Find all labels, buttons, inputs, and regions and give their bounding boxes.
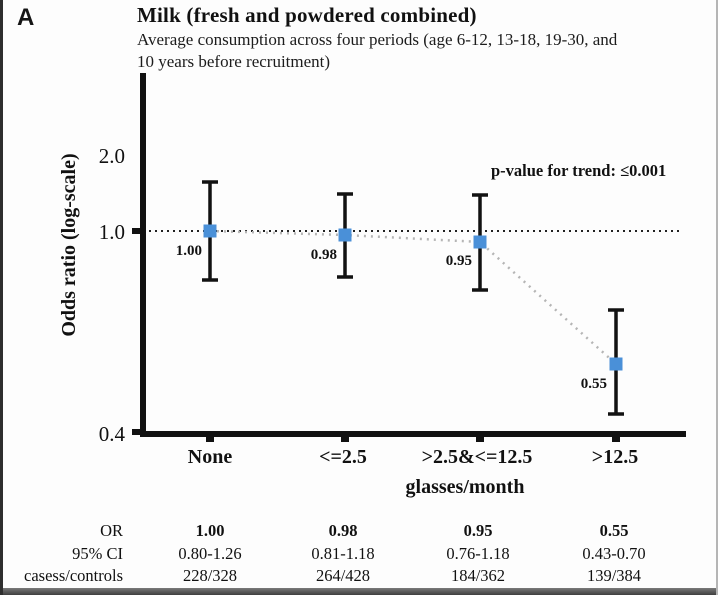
panel-letter: A xyxy=(17,4,35,31)
x-tick-le2.5 xyxy=(341,437,349,442)
x-category-none: None xyxy=(187,446,233,468)
y-tick-1.0 xyxy=(132,228,140,234)
x-category-gt12.5: >12.5 xyxy=(591,446,639,468)
chart-title: Milk (fresh and powdered combined) xyxy=(137,3,477,27)
table-cases-controls-value: 139/384 xyxy=(586,566,642,585)
table-or-value: 1.00 xyxy=(195,521,225,540)
data-point-marker-2.5to12.5 xyxy=(473,235,487,249)
table-or-value: 0.98 xyxy=(328,521,358,540)
point-label-le2.5: 0.98 xyxy=(311,247,337,263)
table-or-value: 0.95 xyxy=(463,521,493,540)
x-tick-gt12.5 xyxy=(612,437,620,442)
chart-subtitle-line2: 10 years before recruitment) xyxy=(137,52,331,71)
table-ci-value: 0.43-0.70 xyxy=(582,544,646,563)
table-row-label-cases-controls: casess/controls xyxy=(24,566,123,585)
x-axis-title: glasses/month xyxy=(405,476,525,498)
table-cases-controls-value: 184/362 xyxy=(450,566,506,585)
trend-connector-line xyxy=(209,229,617,365)
x-category-le2.5: <=2.5 xyxy=(319,446,367,468)
table-ci-value: 0.81-1.18 xyxy=(311,544,375,563)
y-tick-label-0.4: 0.4 xyxy=(99,422,126,446)
table-row-label-or: OR xyxy=(100,521,123,540)
table-cases-controls-value: 264/428 xyxy=(315,566,371,585)
x-category-2.5to12.5: >2.5&<=12.5 xyxy=(421,446,533,468)
table-or-value: 0.55 xyxy=(599,521,629,540)
table-ci-value: 0.80-1.26 xyxy=(178,544,242,563)
figure-bottom-border xyxy=(3,588,716,595)
p-value-annotation: p-value for trend: ≤0.001 xyxy=(491,161,666,180)
y-axis-line xyxy=(140,73,146,437)
point-label-gt12.5: 0.55 xyxy=(581,376,607,392)
data-point-marker-gt12.5 xyxy=(609,357,623,371)
data-point-marker-le2.5 xyxy=(338,228,352,242)
chart-subtitle-line1: Average consumption across four periods … xyxy=(137,30,618,49)
y-axis-title: Odds ratio (log-scale) xyxy=(58,153,80,336)
y-tick-label-1.0: 1.0 xyxy=(99,220,125,244)
point-label-2.5to12.5: 0.95 xyxy=(446,253,472,269)
table-row-label-ci: 95% CI xyxy=(72,544,123,563)
y-tick-0.4 xyxy=(132,429,140,435)
x-axis-line xyxy=(140,431,686,437)
x-tick-2.5to12.5 xyxy=(476,437,484,442)
table-cases-controls-value: 228/328 xyxy=(182,566,238,585)
data-point-marker-none xyxy=(203,224,217,238)
odds-ratio-plot: 1.00 0.98 0.95 0.55 p-value for trend: ≤… xyxy=(58,73,686,446)
y-tick-label-2.0: 2.0 xyxy=(99,144,125,168)
point-label-none: 1.00 xyxy=(176,243,202,259)
x-tick-none xyxy=(206,437,214,442)
table-ci-value: 0.76-1.18 xyxy=(446,544,510,563)
